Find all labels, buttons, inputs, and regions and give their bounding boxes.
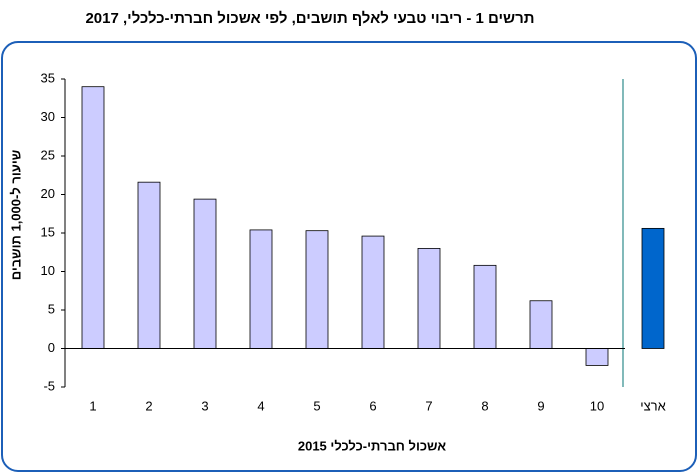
- y-tick-label: 0: [48, 340, 55, 355]
- chart-frame: [1, 41, 697, 472]
- bar: [249, 229, 273, 349]
- y-tick-label: 20: [41, 186, 55, 201]
- x-tick-label: ארצי: [640, 398, 666, 413]
- bar: [473, 264, 497, 349]
- bar: [641, 227, 665, 349]
- bar: [137, 181, 161, 349]
- y-tick-label: 15: [41, 224, 55, 239]
- x-tick-label: 6: [369, 398, 376, 413]
- bar: [417, 247, 441, 349]
- y-tick-label: 5: [48, 301, 55, 316]
- y-tick-label: 30: [41, 109, 55, 124]
- y-tick-label: 35: [41, 70, 55, 85]
- bar: [193, 198, 217, 349]
- chart-title: תרשים 1 - ריבוי טבעי לאלף תושבים, לפי אש…: [85, 10, 534, 27]
- y-tick-label: 25: [41, 147, 55, 162]
- x-tick-label: 8: [481, 398, 488, 413]
- bar: [529, 300, 553, 349]
- bar: [585, 348, 609, 366]
- bar: [81, 86, 105, 349]
- y-axis-label: שיעור ל-1,000 תושבים: [8, 150, 23, 280]
- x-tick-label: 10: [590, 398, 604, 413]
- bar: [361, 235, 385, 349]
- x-tick-label: 9: [537, 398, 544, 413]
- x-tick-label: 2: [145, 398, 152, 413]
- bar: [305, 230, 329, 349]
- x-tick-label: 5: [313, 398, 320, 413]
- x-axis-label: אשכול חברתי-כלכלי 2015: [298, 438, 446, 453]
- y-tick-label: -5: [43, 378, 55, 393]
- x-tick-label: 3: [201, 398, 208, 413]
- x-tick-label: 1: [89, 398, 96, 413]
- y-tick-label: 10: [41, 263, 55, 278]
- x-tick-label: 4: [257, 398, 264, 413]
- x-tick-label: 7: [425, 398, 432, 413]
